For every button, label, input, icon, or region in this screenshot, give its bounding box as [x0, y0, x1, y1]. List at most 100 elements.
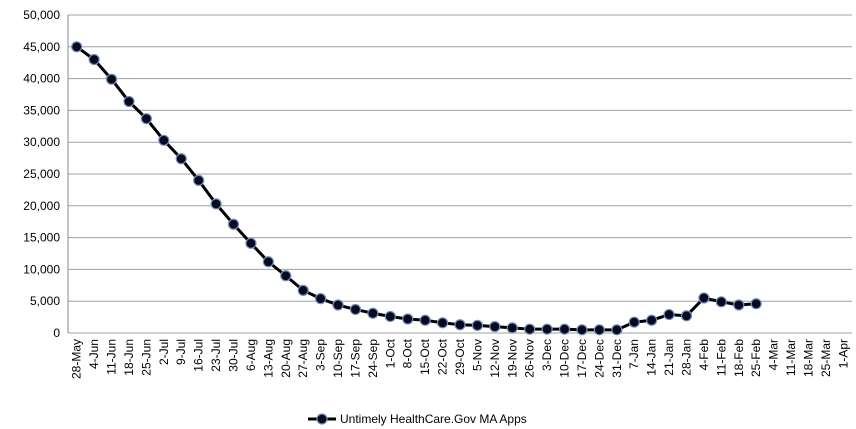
marker: [454, 319, 466, 331]
x-tick-label: 21-Jan: [662, 339, 676, 376]
x-tick-label: 17-Sep: [348, 339, 362, 378]
marker: [436, 317, 449, 329]
marker: [105, 73, 118, 85]
x-tick-label: 15-Oct: [418, 338, 432, 375]
marker: [646, 314, 658, 326]
legend-label: Untimely HealthCare.Gov MA Apps: [340, 412, 527, 426]
x-tick-label: 30-Jul: [227, 339, 241, 372]
x-tick-label: 1-Apr: [836, 339, 850, 368]
x-tick-label: 11-Jun: [105, 339, 119, 375]
marker: [193, 174, 205, 186]
y-tick-label: 50,000: [23, 8, 60, 22]
marker: [733, 299, 745, 311]
marker: [541, 323, 553, 335]
x-tick-label: 7-Jan: [627, 339, 641, 369]
marker: [262, 256, 274, 268]
y-tick-label: 25,000: [23, 167, 60, 181]
y-tick-label: 45,000: [23, 40, 60, 54]
marker: [698, 292, 710, 304]
marker: [750, 298, 762, 310]
x-tick-label: 2-Jul: [157, 339, 171, 365]
marker: [210, 198, 222, 210]
x-tick-label: 27-Aug: [296, 339, 310, 378]
marker: [349, 303, 362, 316]
x-tick-label: 5-Nov: [470, 339, 484, 371]
marker: [280, 270, 292, 282]
y-tick-label: 10,000: [23, 262, 60, 276]
x-tick-label: 10-Sep: [331, 339, 345, 378]
marker: [384, 310, 396, 323]
marker: [628, 316, 640, 328]
x-tick-label: 4-Mar: [767, 339, 781, 370]
y-tick-label: 30,000: [23, 135, 60, 149]
x-tick-label: 25-Jun: [139, 339, 153, 376]
y-tick-label: 20,000: [23, 199, 60, 213]
x-tick-label: 26-Nov: [523, 339, 537, 378]
marker: [593, 324, 605, 336]
x-tick-label: 4-Feb: [697, 339, 711, 371]
marker: [663, 308, 675, 321]
x-tick-label: 25-Feb: [749, 339, 763, 377]
x-tick-label: 4-Jun: [87, 339, 101, 369]
marker: [715, 296, 727, 308]
x-tick-label: 31-Dec: [610, 339, 624, 378]
marker: [227, 218, 240, 230]
x-tick-label: 18-Jun: [122, 339, 136, 376]
x-tick-label: 14-Jan: [645, 339, 659, 376]
x-tick-label: 23-Jul: [209, 339, 223, 372]
x-tick-label: 29-Oct: [453, 338, 467, 375]
marker: [158, 134, 170, 146]
marker: [471, 319, 484, 331]
marker: [611, 324, 623, 336]
marker: [140, 113, 152, 125]
x-tick-label: 28-May: [70, 339, 84, 379]
x-tick-label: 3-Dec: [540, 339, 554, 371]
marker: [489, 321, 501, 333]
marker: [71, 41, 83, 53]
y-tick-label: 40,000: [23, 72, 60, 86]
marker: [680, 310, 693, 322]
marker: [315, 293, 327, 305]
x-tick-label: 12-Nov: [488, 339, 502, 378]
x-tick-label: 18-Mar: [801, 339, 815, 377]
marker: [419, 314, 431, 326]
marker: [558, 323, 571, 335]
x-tick-label: 24-Dec: [592, 339, 606, 378]
x-tick-label: 17-Dec: [575, 339, 589, 378]
legend-marker: [316, 413, 328, 425]
y-tick-label: 0: [53, 326, 60, 340]
x-tick-label: 22-Oct: [436, 338, 450, 375]
marker: [402, 313, 414, 325]
marker: [123, 95, 135, 108]
x-tick-label: 8-Oct: [401, 338, 415, 368]
marker: [367, 307, 379, 319]
marker: [88, 53, 100, 66]
x-tick-label: 18-Feb: [732, 339, 746, 377]
x-tick-label: 6-Aug: [244, 339, 258, 371]
y-tick-label: 15,000: [23, 231, 60, 245]
x-tick-label: 24-Sep: [366, 339, 380, 378]
x-tick-label: 11-Feb: [714, 339, 728, 376]
y-tick-label: 35,000: [23, 103, 60, 117]
x-tick-label: 16-Jul: [192, 339, 206, 372]
x-tick-label: 9-Jul: [174, 339, 188, 365]
x-tick-label: 1-Oct: [383, 338, 397, 368]
x-tick-label: 10-Dec: [558, 339, 572, 378]
y-tick-label: 5,000: [30, 294, 60, 308]
marker: [332, 299, 344, 311]
x-tick-label: 25-Mar: [819, 339, 833, 377]
marker: [524, 323, 536, 335]
marker: [297, 284, 309, 296]
series-line: [75, 45, 757, 332]
marker: [576, 324, 588, 336]
marker: [245, 237, 257, 249]
marker: [175, 153, 187, 165]
marker: [506, 322, 518, 334]
x-tick-label: 20-Aug: [279, 339, 293, 378]
x-tick-label: 13-Aug: [261, 339, 275, 378]
x-tick-label: 28-Jan: [679, 339, 693, 376]
x-tick-label: 3-Sep: [314, 339, 328, 371]
x-tick-label: 11-Mar: [784, 339, 798, 376]
x-tick-label: 19-Nov: [505, 339, 519, 378]
